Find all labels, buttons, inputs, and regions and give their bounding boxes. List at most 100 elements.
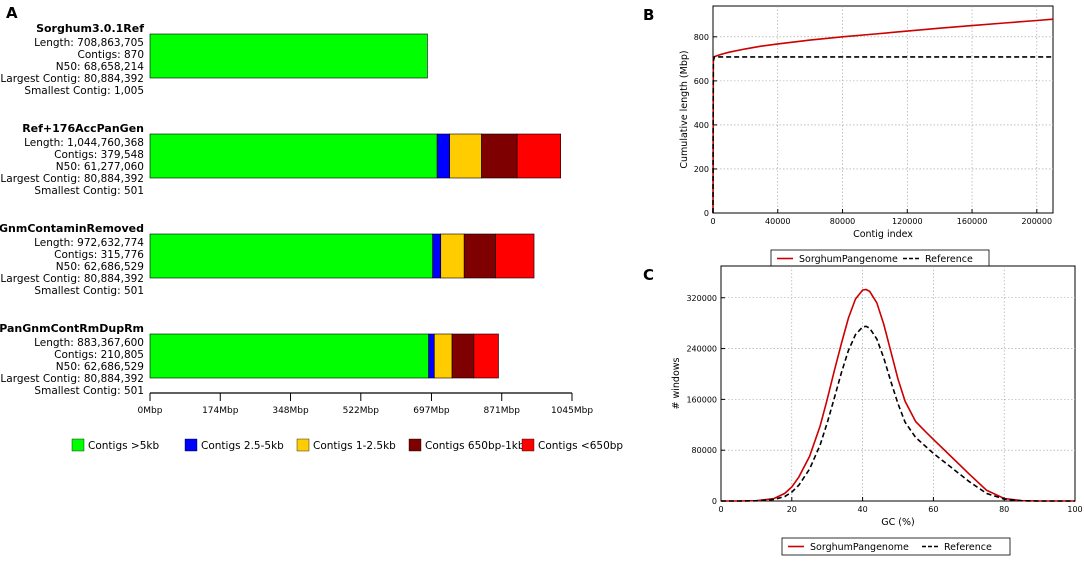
bar-segment [428,333,435,379]
assembly-stat: Contigs: 379,548 [54,149,144,161]
assembly-stat: Length: 1,044,760,368 [24,137,144,149]
assembly-stat: Largest Contig: 80,884,392 [0,273,144,285]
assembly-stat: Smallest Contig: 501 [34,285,144,297]
assembly-stat: Smallest Contig: 501 [34,185,144,197]
plot-frame [712,5,1054,214]
x-tick-label: 200000 [1022,217,1053,226]
assembly-stat: Length: 972,632,774 [34,237,144,249]
assembly-title: Ref+176AccPanGen [22,122,144,135]
legend-label: SorghumPangenome [799,254,898,265]
bar-segment [449,133,482,179]
assembly-stat: Largest Contig: 80,884,392 [0,173,144,185]
legend-label: Contigs 2.5-5kb [201,440,284,452]
assembly-row: Sorghum3.0.1Ref Length: 708,863,705Contig… [0,22,428,97]
c-chart: 0 20 40 60 80 100 0 80000 160000 240000 320000 GC (… [671,265,1083,556]
bar-segment [516,133,561,179]
panel-a-label: A [6,4,18,22]
panel-c-gc-content: C 0 20 40 60 80 100 0 80000 160000 240000 320000 GC… [643,265,1083,556]
bar-segment [463,233,496,279]
bar-segment [149,333,429,379]
bar-segment [451,333,475,379]
assembly-stat: Length: 708,863,705 [34,37,144,49]
plot-frame [720,265,1076,502]
a-x-axis: 0Mbp 174Mbp 348Mbp 522Mbp 697Mbp 871Mbp 1045Mb… [138,392,593,416]
assembly-title: PanGnmContRmDupRm [0,322,144,335]
x-axis-label: Contig index [853,229,913,240]
a-tick-label: 522Mbp [343,406,380,416]
bar-segment [432,233,442,279]
x-tick-label: 120000 [892,217,923,226]
reference-line [721,325,1075,502]
assembly-row: PanGnmContRmDupRm Length: 883,367,600Cont… [0,322,499,397]
assembly-stat: N50: 68,658,214 [56,61,145,73]
panel-b-cumulative-length: B 0 40000 80000 120000 160000 200000 0 200 400 60… [643,5,1054,268]
y-tick-label: 600 [694,77,709,86]
x-tick-label: 80 [999,505,1009,514]
x-tick-label: 0 [710,217,715,226]
y-tick-label: 800 [694,33,709,42]
y-tick-label: 80000 [692,446,717,455]
a-tick-label: 1045Mbp [551,406,593,416]
x-tick-label: 0 [718,505,723,514]
bar-segment [149,33,428,79]
a-tick-label: 174Mbp [202,406,239,416]
panel-c-label: C [643,266,654,284]
y-tick-label: 320000 [686,294,717,303]
x-tick-label: 160000 [957,217,988,226]
legend-label: SorghumPangenome [810,542,909,553]
legend-swatch [521,438,535,452]
y-tick-label: 0 [712,497,717,506]
panel-b-label: B [643,6,654,24]
bar-segment [433,333,453,379]
y-axis-label: Cumulative length (Mbp) [679,50,690,168]
assembly-stat: Smallest Contig: 501 [34,385,144,397]
bar-segment [481,133,518,179]
b-chart: 0 40000 80000 120000 160000 200000 0 200 400 600 8… [679,5,1054,268]
y-tick-label: 0 [704,209,709,218]
assembly-stat: Largest Contig: 80,884,392 [0,373,144,385]
assembly-stat: Contigs: 315,776 [54,249,144,261]
assembly-row: Ref+176AccPanGen Length: 1,044,760,368Con… [0,122,561,197]
x-tick-label: 40 [858,505,868,514]
assembly-stat: Largest Contig: 80,884,392 [0,73,144,85]
assembly-stat: Smallest Contig: 1,005 [24,85,144,97]
legend-swatch [184,438,198,452]
x-tick-label: 40000 [765,217,790,226]
pangenome-line [721,288,1075,502]
legend-label: Contigs <650bp [538,440,623,452]
x-tick-label: 100 [1067,505,1082,514]
a-legend: Contigs >5kb Contigs 2.5-5kb Contigs 1-2.5… [71,438,623,452]
assembly-title: GnmContaminRemoved [0,222,144,235]
x-tick-label: 80000 [830,217,855,226]
legend-label: Contigs 650bp-1kb [425,440,525,452]
y-axis-label: # windows [671,357,682,409]
bar-segment [473,333,499,379]
assembly-stat: Contigs: 210,805 [54,349,144,361]
x-tick-label: 20 [787,505,797,514]
assembly-stat: N50: 61,277,060 [56,161,144,173]
bar-segment [495,233,535,279]
a-tick-label: 348Mbp [272,406,309,416]
bar-segment [149,233,433,279]
bar-segment [149,133,438,179]
a-tick-label: 0Mbp [138,406,163,416]
assembly-stat: Length: 883,367,600 [34,337,144,349]
reference-line [712,56,1053,214]
legend-swatch [408,438,422,452]
legend-swatch [296,438,310,452]
y-tick-label: 200 [694,165,709,174]
x-axis-label: GC (%) [881,517,914,528]
y-tick-label: 240000 [686,345,717,354]
assembly-stat: N50: 62,686,529 [56,361,144,373]
a-tick-label: 871Mbp [484,406,521,416]
legend-box [781,537,1011,556]
y-tick-label: 160000 [686,395,717,404]
assembly-row: GnmContaminRemoved Length: 972,632,774Con… [0,222,535,297]
a-tick-label: 697Mbp [413,406,450,416]
legend-label: Reference [944,542,992,553]
bar-segment [440,233,465,279]
assembly-stat: N50: 62,686,529 [56,261,144,273]
